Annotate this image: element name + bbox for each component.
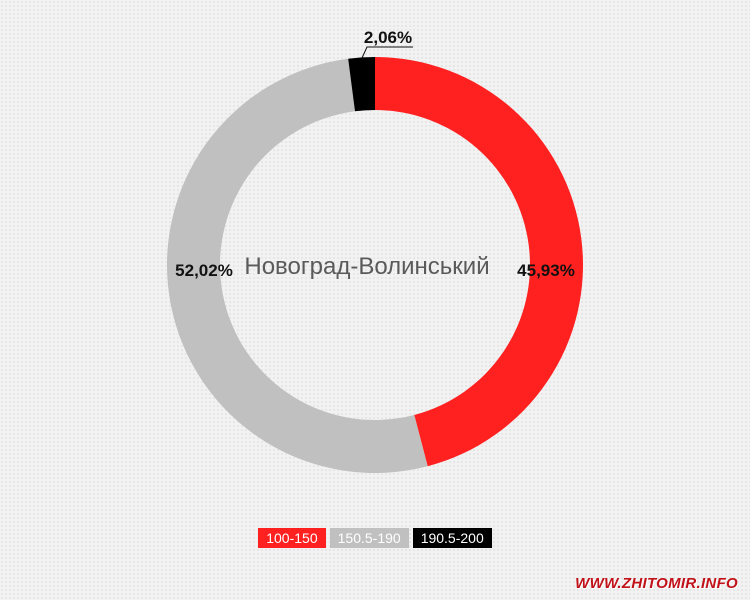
slice-label-100-150: 45,93% (517, 261, 575, 280)
slice-label-190-5-200: 2,06% (364, 28, 412, 47)
slice-190-5-200 (348, 57, 375, 112)
slice-150-5-190 (167, 58, 428, 473)
slice-100-150 (375, 57, 584, 467)
slice-label-150-5-190: 52,02% (175, 261, 233, 280)
legend-item-190-5-200: 190.5-200 (412, 528, 492, 548)
legend-item-100-150: 100-150 (258, 528, 326, 548)
watermark: WWW.ZHITOMIR.INFO (575, 575, 738, 592)
slice-labels: 45,93% 52,02% 2,06% (175, 28, 575, 280)
legend-item-150-5-190: 150.5-190 (329, 528, 409, 548)
donut-slices (167, 57, 584, 473)
center-title: Новоград-Волинський (244, 253, 489, 280)
legend: 100-150 150.5-190 190.5-200 (0, 528, 750, 548)
leader-line-190-5-200 (361, 46, 413, 59)
